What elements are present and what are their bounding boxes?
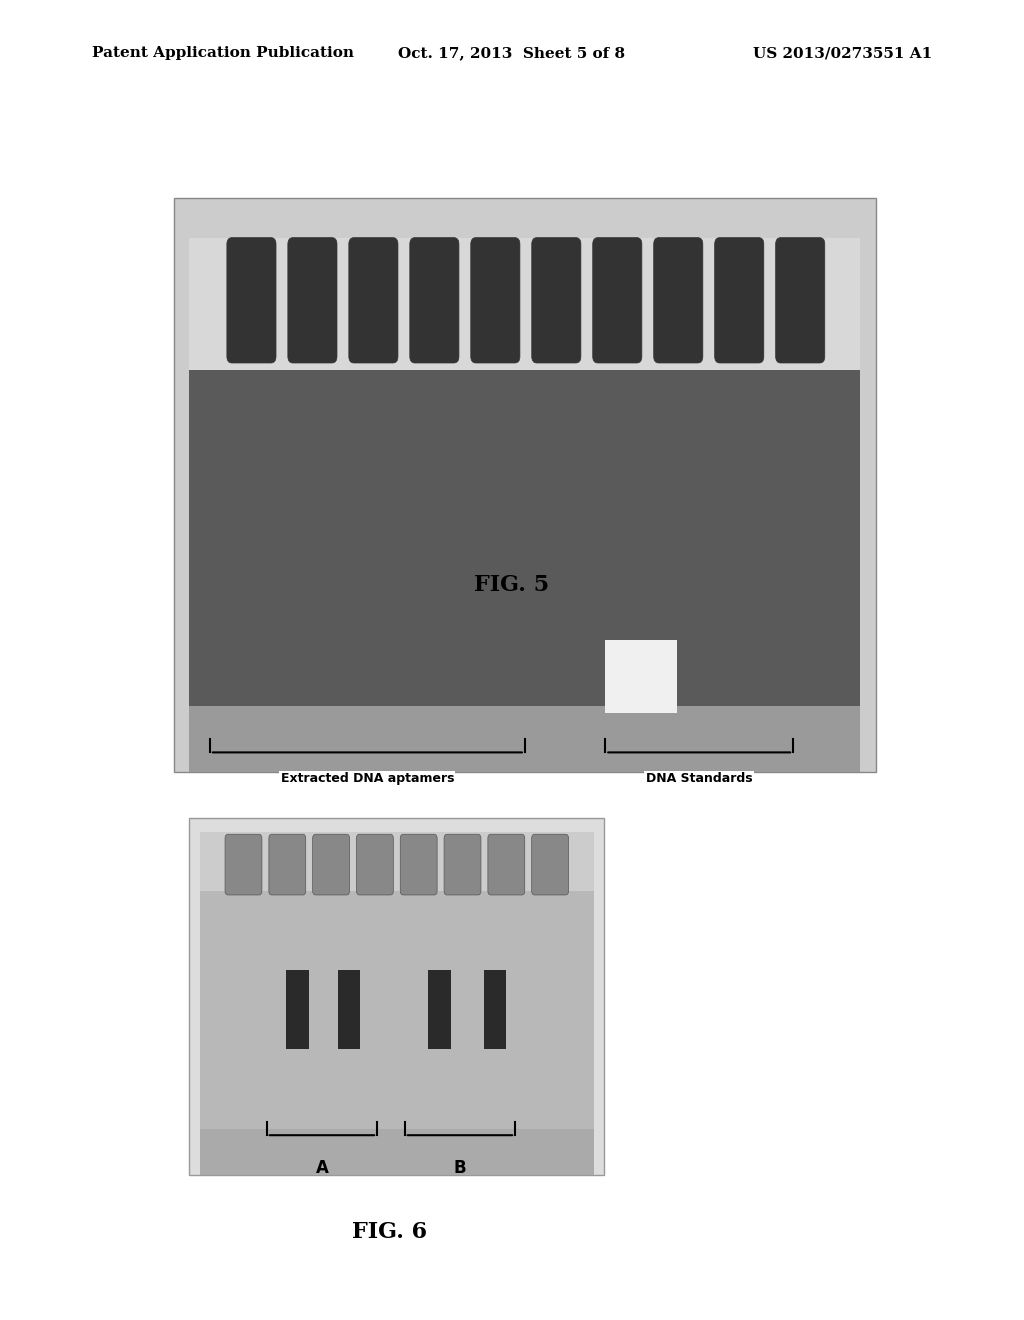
Bar bbox=[483, 970, 506, 1049]
FancyBboxPatch shape bbox=[269, 834, 306, 895]
FancyBboxPatch shape bbox=[349, 238, 398, 363]
FancyBboxPatch shape bbox=[288, 238, 337, 363]
Bar bbox=[174, 198, 876, 772]
FancyBboxPatch shape bbox=[487, 834, 524, 895]
Text: B: B bbox=[454, 1159, 466, 1177]
Bar bbox=[189, 264, 860, 706]
FancyBboxPatch shape bbox=[356, 834, 393, 895]
FancyBboxPatch shape bbox=[225, 834, 262, 895]
FancyBboxPatch shape bbox=[531, 238, 581, 363]
Text: FIG. 6: FIG. 6 bbox=[351, 1221, 427, 1243]
FancyBboxPatch shape bbox=[531, 834, 568, 895]
FancyBboxPatch shape bbox=[593, 238, 642, 363]
Bar bbox=[200, 832, 594, 891]
FancyBboxPatch shape bbox=[653, 238, 702, 363]
Bar bbox=[189, 706, 860, 772]
FancyBboxPatch shape bbox=[312, 834, 349, 895]
Bar bbox=[287, 970, 309, 1049]
FancyBboxPatch shape bbox=[227, 238, 276, 363]
FancyBboxPatch shape bbox=[715, 238, 764, 363]
FancyBboxPatch shape bbox=[410, 238, 459, 363]
FancyBboxPatch shape bbox=[444, 834, 481, 895]
Bar bbox=[338, 970, 360, 1049]
Bar bbox=[200, 865, 594, 1129]
FancyBboxPatch shape bbox=[775, 238, 824, 363]
Bar bbox=[428, 970, 451, 1049]
FancyBboxPatch shape bbox=[400, 834, 437, 895]
Bar bbox=[189, 818, 604, 1175]
Bar bbox=[605, 640, 677, 713]
Bar bbox=[189, 238, 860, 370]
Text: Extracted DNA aptamers: Extracted DNA aptamers bbox=[281, 772, 454, 785]
Text: A: A bbox=[315, 1159, 329, 1177]
Text: Patent Application Publication: Patent Application Publication bbox=[92, 46, 354, 61]
Text: Oct. 17, 2013  Sheet 5 of 8: Oct. 17, 2013 Sheet 5 of 8 bbox=[398, 46, 626, 61]
Text: DNA Standards: DNA Standards bbox=[646, 772, 753, 785]
Text: FIG. 5: FIG. 5 bbox=[474, 574, 550, 597]
FancyBboxPatch shape bbox=[471, 238, 520, 363]
Bar bbox=[200, 1129, 594, 1175]
Text: US 2013/0273551 A1: US 2013/0273551 A1 bbox=[753, 46, 932, 61]
